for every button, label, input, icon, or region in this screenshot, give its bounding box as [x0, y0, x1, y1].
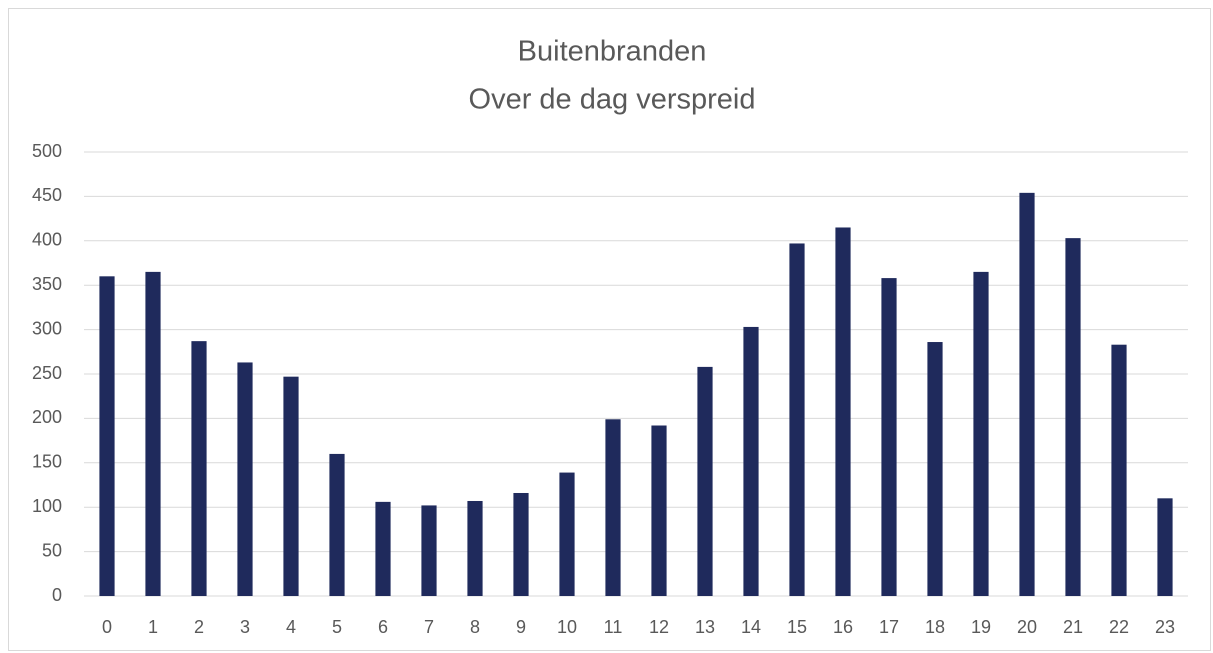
bar: [651, 425, 667, 596]
x-tick-label: 17: [879, 617, 899, 637]
bar: [835, 227, 851, 597]
bar: [237, 362, 253, 596]
x-tick-label: 19: [971, 617, 991, 637]
bar: [375, 501, 391, 596]
y-tick-label: 350: [32, 274, 62, 294]
x-tick-label: 21: [1063, 617, 1083, 637]
bar: [927, 342, 943, 596]
y-tick-label: 50: [42, 540, 62, 560]
y-tick-label: 450: [32, 185, 62, 205]
x-tick-label: 13: [695, 617, 715, 637]
x-tick-label: 5: [332, 617, 342, 637]
bar: [329, 453, 345, 596]
chart-title: Buitenbranden: [518, 36, 707, 68]
y-tick-label: 0: [52, 585, 62, 605]
bar: [513, 492, 529, 596]
y-tick-label: 100: [32, 496, 62, 516]
x-tick-label: 10: [557, 617, 577, 637]
x-tick-label: 8: [470, 617, 480, 637]
bar: [421, 505, 437, 596]
bar: [559, 472, 575, 596]
x-tick-label: 20: [1017, 617, 1037, 637]
bar: [283, 376, 299, 596]
y-tick-label: 200: [32, 407, 62, 427]
x-tick-label: 15: [787, 617, 807, 637]
x-tick-label: 1: [148, 617, 158, 637]
chart-subtitle: Over de dag verspreid: [469, 84, 756, 116]
x-tick-label: 6: [378, 617, 388, 637]
bar: [881, 278, 897, 596]
bar: [743, 326, 759, 596]
bar: [1019, 192, 1035, 596]
bar: [605, 419, 621, 596]
bar: [1157, 498, 1173, 596]
x-tick-label: 11: [604, 617, 623, 637]
x-tick-label: 14: [741, 617, 761, 637]
y-tick-label: 250: [32, 363, 62, 383]
bar: [789, 243, 805, 597]
y-tick-label: 400: [32, 230, 62, 250]
bar: [697, 366, 713, 596]
x-tick-label: 7: [424, 617, 434, 637]
bar: [191, 341, 207, 596]
bar: [99, 276, 115, 596]
x-tick-label: 2: [194, 617, 204, 637]
y-tick-label: 150: [32, 452, 62, 472]
x-tick-label: 4: [286, 617, 296, 637]
bar: [467, 500, 483, 596]
x-tick-label: 23: [1155, 617, 1175, 637]
y-tick-label: 500: [32, 141, 62, 161]
bar: [145, 271, 161, 596]
x-tick-label: 3: [240, 617, 250, 637]
x-tick-label: 18: [925, 617, 945, 637]
bar: [1065, 238, 1081, 597]
x-tick-label: 9: [516, 617, 526, 637]
x-tick-label: 16: [833, 617, 853, 637]
x-tick-label: 0: [102, 617, 112, 637]
y-tick-label: 300: [32, 318, 62, 338]
bar: [1111, 344, 1127, 596]
x-tick-label: 22: [1109, 617, 1129, 637]
bar: [973, 271, 989, 596]
x-tick-label: 12: [649, 617, 669, 637]
